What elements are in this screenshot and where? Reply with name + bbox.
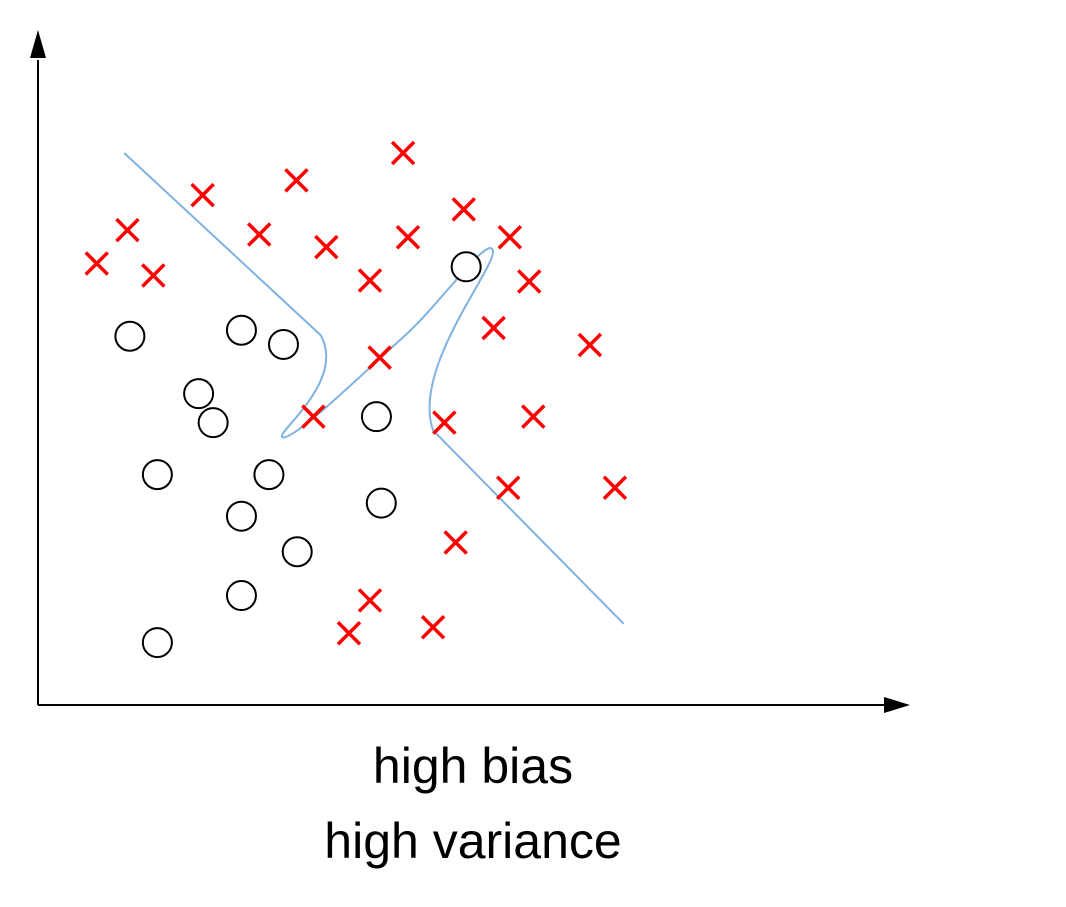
cross-stroke	[451, 197, 476, 222]
cross-stroke	[497, 225, 523, 250]
cross-stroke	[432, 410, 457, 435]
cross-stroke	[190, 182, 215, 208]
x-axis-arrow	[884, 697, 910, 713]
y-axis-arrow	[30, 30, 46, 58]
cross-stroke	[367, 345, 392, 370]
cross-point	[443, 530, 468, 555]
cross-point	[521, 404, 546, 429]
cross-point	[246, 222, 272, 247]
cross-point	[115, 217, 140, 243]
cross-point	[190, 182, 215, 208]
cross-point	[336, 621, 362, 646]
cross-point	[357, 588, 383, 613]
data-points-layer	[84, 140, 628, 659]
cross-stroke	[357, 268, 383, 293]
cross-stroke	[84, 251, 109, 276]
cross-stroke	[284, 168, 309, 193]
cross-stroke	[314, 234, 339, 260]
cross-point	[314, 234, 339, 260]
circle-point	[450, 251, 482, 283]
circle-point	[141, 627, 173, 659]
caption-line-1: high bias	[372, 738, 574, 794]
cross-point	[301, 404, 326, 429]
cross-point	[516, 269, 542, 294]
cross-point	[395, 225, 421, 250]
circle-point	[183, 378, 215, 410]
cross-stroke	[443, 530, 468, 555]
circle-point	[281, 536, 313, 568]
cross-stroke	[481, 315, 506, 341]
circle-point	[225, 580, 257, 612]
cross-stroke	[390, 140, 416, 166]
caption-line-2: high variance	[324, 813, 622, 869]
circle-point	[225, 314, 257, 346]
cross-point	[432, 410, 457, 435]
cross-stroke	[395, 225, 421, 250]
cross-point	[357, 268, 383, 293]
circle-point	[225, 500, 257, 532]
cross-stroke	[420, 615, 446, 640]
cross-point	[420, 615, 446, 640]
cross-point	[602, 475, 628, 501]
cross-point	[84, 251, 109, 276]
cross-point	[390, 140, 416, 166]
cross-stroke	[301, 404, 326, 429]
cross-stroke	[357, 588, 383, 613]
cross-point	[495, 475, 521, 501]
cross-stroke	[521, 404, 546, 429]
circle-point	[114, 320, 146, 352]
cross-point	[284, 168, 309, 193]
cross-point	[481, 315, 506, 341]
cross-point	[367, 345, 392, 370]
circle-point	[141, 459, 173, 491]
cross-stroke	[602, 475, 628, 501]
circle-point	[365, 487, 397, 519]
cross-stroke	[336, 621, 362, 646]
circle-point	[360, 401, 392, 433]
cross-stroke	[516, 269, 542, 294]
cross-stroke	[495, 475, 521, 501]
cross-stroke	[577, 332, 603, 358]
cross-stroke	[246, 222, 272, 247]
circle-point	[267, 328, 299, 360]
cross-point	[141, 263, 166, 288]
decision-boundary-curve	[123, 152, 625, 625]
cross-stroke	[115, 217, 140, 243]
cross-point	[497, 225, 523, 250]
cross-stroke	[141, 263, 166, 288]
circle-point	[197, 407, 229, 439]
cross-point	[577, 332, 603, 358]
cross-point	[451, 197, 476, 222]
circle-point	[253, 459, 285, 491]
decision-boundary-layer	[123, 152, 625, 625]
axes	[30, 30, 910, 713]
